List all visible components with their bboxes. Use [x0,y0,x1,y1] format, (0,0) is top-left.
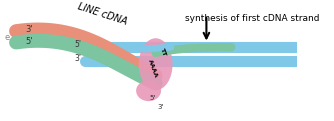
Text: synthesis of first cDNA strand: synthesis of first cDNA strand [185,14,320,23]
Text: TT: TT [159,46,167,56]
Text: 3': 3' [25,25,32,34]
Text: AAAA: AAAA [147,59,159,79]
Text: 5': 5' [25,37,32,46]
Ellipse shape [136,80,161,101]
Text: 5': 5' [75,40,82,49]
Text: 3': 3' [75,54,82,63]
Text: 5': 5' [149,95,155,101]
Ellipse shape [139,38,173,90]
Text: 3': 3' [157,104,163,110]
Text: LINE cDNA: LINE cDNA [76,1,128,27]
Text: e: e [4,33,10,42]
